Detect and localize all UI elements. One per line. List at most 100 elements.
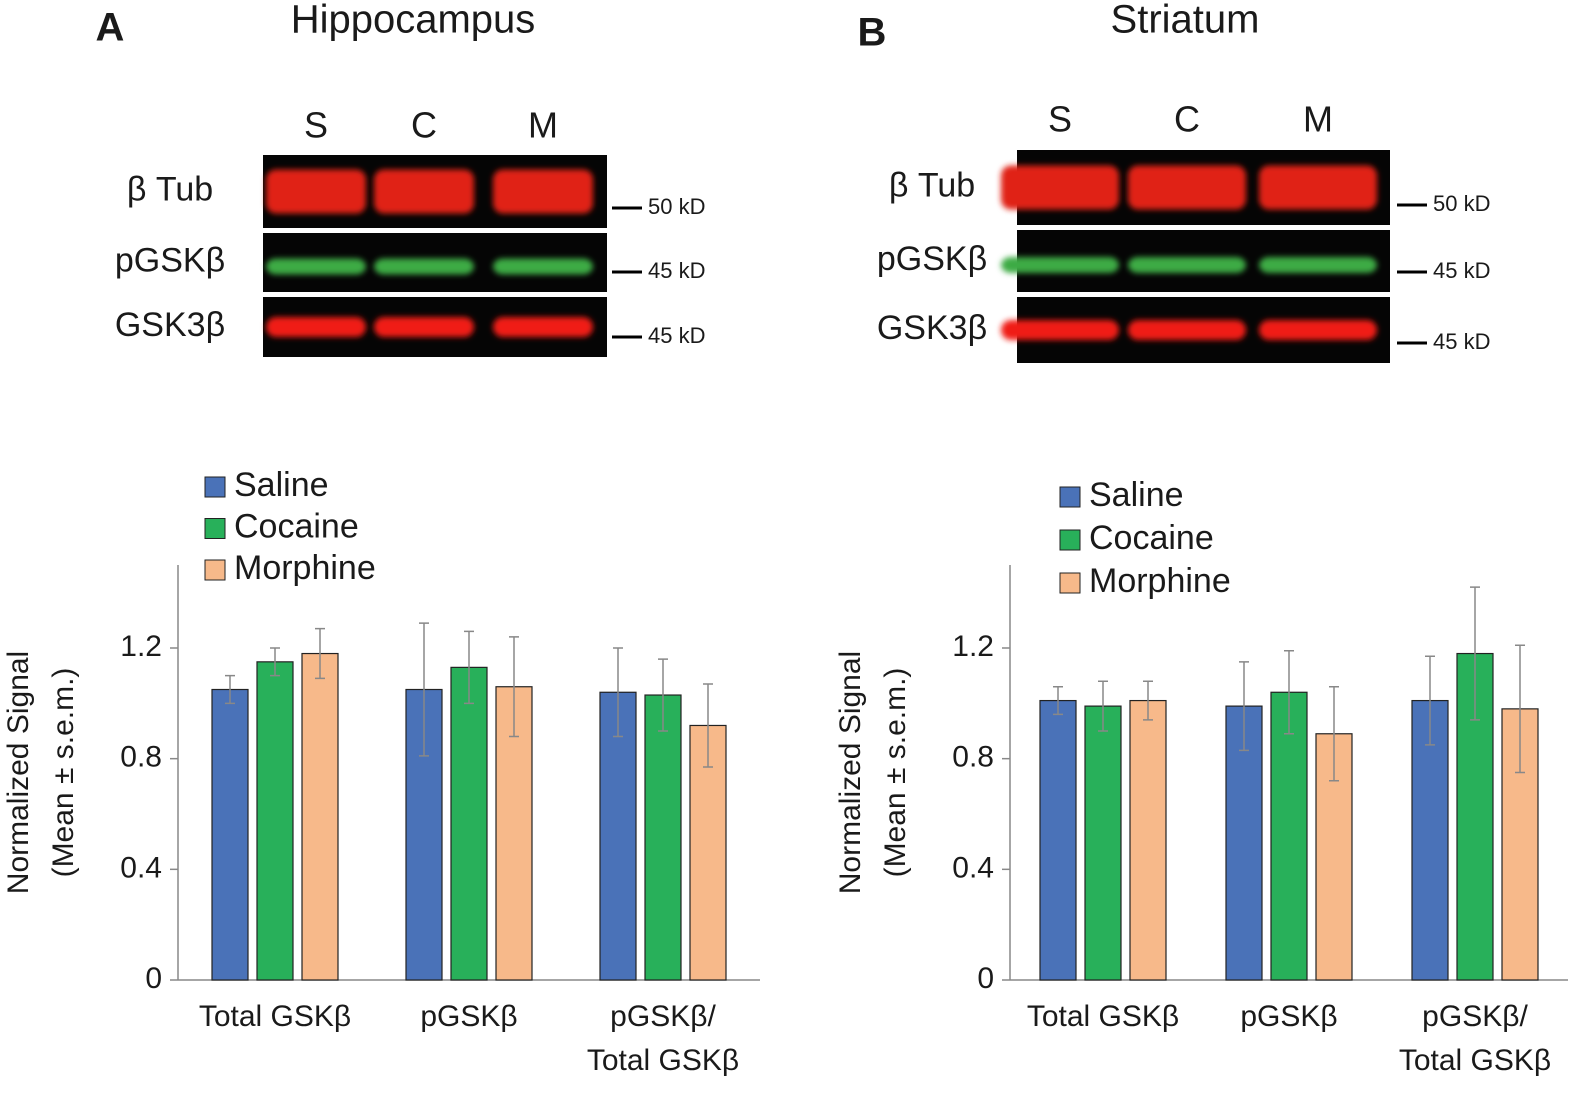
x-tick-label: pGSKβ/ [1422,1000,1528,1033]
legend-label: Saline [234,466,329,504]
lane-label: M [1303,99,1333,140]
blot-band [1128,257,1246,273]
y-axis-label: Normalized Signal [834,651,867,894]
blot-band [374,317,474,337]
error-bar [1470,586,1480,721]
blot-band [1259,165,1377,210]
bar [599,691,637,981]
row-label: GSK3β [877,309,987,347]
x-tick-label: Total GSKβ [587,1044,739,1077]
blot-band [1259,257,1377,273]
lane-label: C [411,105,437,146]
blot-band [374,169,474,214]
y-axis-label: (Mean ± s.e.m.) [47,668,80,878]
lane-label: C [1174,99,1200,140]
blot-band [493,317,593,337]
error-bar [1515,644,1525,774]
blot-band [266,258,366,275]
x-tick-label: pGSKβ [1240,1000,1337,1033]
marker-label: 50 kD [648,194,705,219]
marker-label: 50 kD [1433,191,1490,216]
error-bar [703,683,713,768]
y-axis-label: Normalized Signal [2,651,35,894]
bar [644,694,682,981]
lane-label: M [528,105,558,146]
bar [689,724,727,981]
bar [1270,691,1308,981]
blot-band [493,258,593,275]
legend-swatch [204,518,226,539]
bar [1039,699,1077,981]
error-bar [464,630,474,705]
y-tick-label: 0.4 [120,851,162,884]
error-bar [419,622,429,757]
row-label: GSK3β [115,306,225,344]
y-axis-label: (Mean ± s.e.m.) [879,668,912,878]
x-tick-label: Total GSKβ [199,1000,351,1033]
error-bar [315,627,325,680]
panel-title: Hippocampus [291,0,536,42]
legend-label: Cocaine [1089,519,1214,557]
error-bar [613,647,623,738]
row-label: β Tub [127,170,213,208]
row-label: β Tub [889,166,975,204]
blot-band [266,169,366,214]
y-tick-label: 1.2 [952,630,994,663]
y-tick-label: 0.8 [120,741,162,774]
blot-band [1001,165,1119,210]
bar [301,652,339,981]
error-bar [509,636,519,738]
lane-label: S [304,105,328,146]
legend-swatch [1059,529,1081,551]
legend-label: Morphine [1089,562,1231,600]
marker-label: 45 kD [1433,329,1490,354]
x-tick-label: pGSKβ/ [610,1000,716,1033]
x-tick-label: Total GSKβ [1027,1000,1179,1033]
y-tick-label: 1.2 [120,630,162,663]
error-bar [270,647,280,677]
legend-swatch [1059,486,1081,508]
bar [211,688,249,981]
blot-band [1128,320,1246,340]
legend-label: Morphine [234,549,376,587]
panel-label: A [96,6,125,50]
y-tick-label: 0 [977,962,994,995]
blot-band [493,169,593,214]
legend-swatch [204,559,226,581]
lane-label: S [1048,99,1072,140]
bar [450,666,488,981]
legend-label: Saline [1089,476,1184,514]
panel-title: Striatum [1111,0,1260,42]
blot-band [374,258,474,275]
blot-band [1259,320,1377,340]
y-tick-label: 0.4 [952,851,994,884]
blot-band [1001,257,1119,273]
bar [1225,705,1263,981]
error-bar [1329,685,1339,782]
row-label: pGSKβ [115,241,225,279]
bar [1129,699,1167,981]
blot-band [1001,320,1119,340]
error-bar [1425,655,1435,746]
bar [256,661,294,981]
error-bar [1098,680,1108,732]
blot-band [266,317,366,337]
x-tick-label: Total GSKβ [1399,1044,1551,1077]
y-tick-label: 0 [145,962,162,995]
error-bar [1053,685,1063,716]
bar [1084,705,1122,981]
y-tick-label: 0.8 [952,741,994,774]
blot-band [1128,165,1246,210]
error-bar [658,658,668,732]
error-bar [1143,680,1153,721]
error-bar [1239,661,1249,752]
legend-swatch [204,476,226,498]
row-label: pGSKβ [877,240,987,278]
x-tick-label: pGSKβ [420,1000,517,1033]
legend-label: Cocaine [234,507,359,545]
marker-label: 45 kD [648,323,705,348]
error-bar [1284,650,1294,735]
marker-label: 45 kD [648,258,705,283]
legend-swatch [1059,572,1081,594]
